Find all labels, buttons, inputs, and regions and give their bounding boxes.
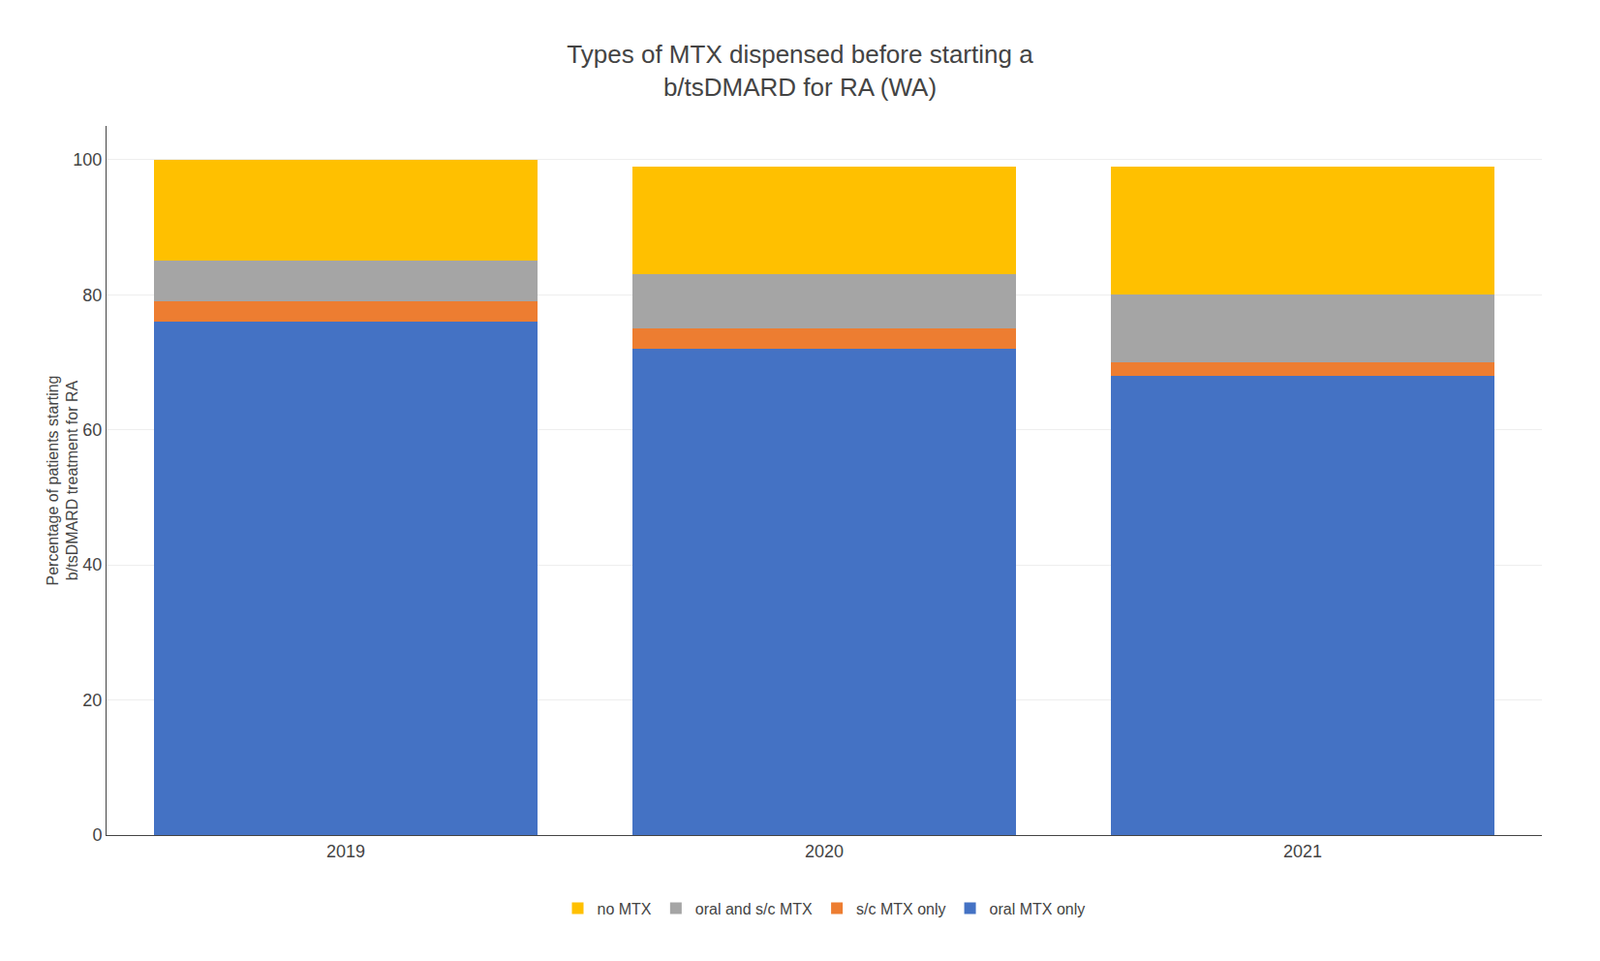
svg-text:60: 60: [82, 420, 102, 440]
svg-text:100: 100: [72, 150, 102, 170]
svg-text:0: 0: [92, 825, 102, 845]
svg-text:80: 80: [82, 285, 102, 306]
svg-text:no MTX: no MTX: [597, 900, 652, 918]
svg-text:Types of MTX dispensed before: Types of MTX dispensed before starting a…: [566, 39, 1034, 102]
svg-text:oral and s/c MTX: oral and s/c MTX: [695, 900, 813, 918]
svg-text:40: 40: [82, 554, 102, 575]
svg-text:Percentage of patients startin: Percentage of patients startingb/tsDMARD…: [44, 374, 82, 585]
svg-text:oral MTX only: oral MTX only: [989, 900, 1086, 918]
svg-text:2019: 2019: [326, 841, 366, 862]
svg-text:s/c MTX only: s/c MTX only: [856, 900, 946, 918]
svg-text:20: 20: [82, 690, 102, 710]
svg-text:2020: 2020: [804, 841, 844, 862]
svg-text:2021: 2021: [1283, 841, 1323, 862]
